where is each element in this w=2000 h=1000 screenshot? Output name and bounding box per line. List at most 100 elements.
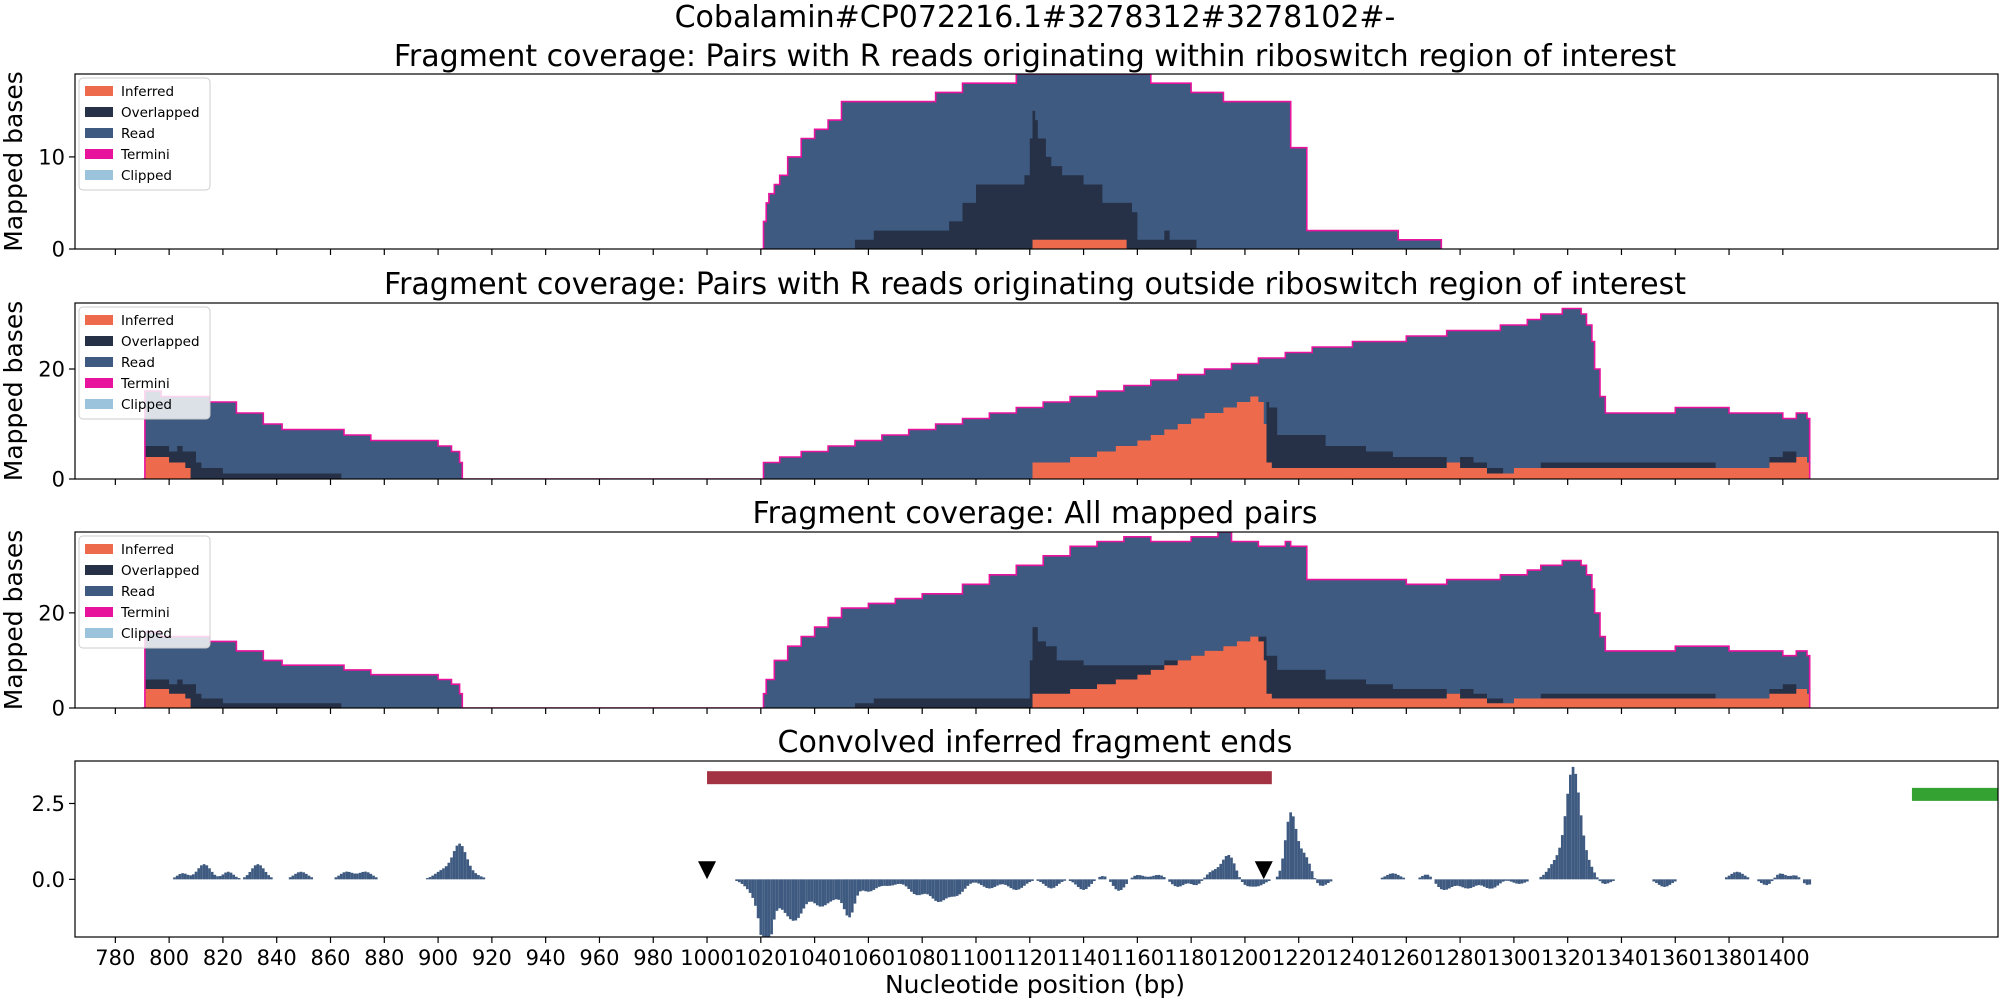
conv-bar: [764, 879, 768, 937]
legend-label: Inferred: [121, 542, 174, 558]
conv-bar: [431, 875, 435, 880]
series-overlapped: [142, 627, 1810, 708]
conv-bar: [781, 879, 784, 910]
conv-bar: [288, 877, 292, 880]
legend-label: Termini: [120, 376, 170, 392]
conv-bar: [1789, 875, 1793, 880]
conv-bar: [1235, 870, 1239, 880]
conv-bar: [1117, 879, 1120, 891]
y-tick-label: 0: [52, 468, 65, 492]
conv-bar: [1310, 871, 1314, 880]
conv-bar: [200, 865, 203, 880]
conv-bar: [988, 879, 991, 889]
conv-bar: [802, 879, 806, 909]
conv-bar: [1418, 877, 1422, 880]
conv-bar: [1119, 879, 1123, 891]
conv-bar: [261, 868, 265, 880]
conv-bar: [1523, 879, 1526, 883]
conv-bar: [1461, 879, 1465, 888]
conv-bar: [197, 868, 201, 880]
conv-bar: [1493, 879, 1497, 888]
y-tick-label: 0: [52, 697, 65, 721]
conv-bar: [1587, 859, 1591, 880]
conv-bar: [1321, 879, 1325, 886]
conv-bar: [829, 879, 833, 902]
panel-1: Fragment coverage: Pairs with R reads or…: [0, 39, 1999, 262]
conv-bar: [1329, 879, 1333, 882]
conv-bar: [1437, 879, 1440, 888]
conv-bar: [1138, 875, 1142, 880]
conv-bar: [807, 879, 811, 902]
conv-bar: [1525, 879, 1529, 882]
conv-bar: [759, 879, 763, 935]
x-tick-label: 1320: [1541, 946, 1594, 970]
conv-bar: [767, 879, 771, 937]
conv-bar: [1079, 879, 1083, 890]
series-read: [142, 308, 1810, 479]
conv-bar: [347, 871, 351, 880]
conv-bar: [931, 879, 935, 899]
conv-bar: [1480, 879, 1483, 886]
legend-swatch-overlapped: [85, 107, 113, 117]
riboswitch-range-bar: [707, 771, 1272, 785]
conv-bar: [1308, 863, 1311, 880]
conv-bar: [1655, 879, 1658, 884]
conv-bar: [786, 879, 790, 917]
conv-bar: [907, 879, 911, 889]
conv-bar: [934, 879, 937, 901]
x-axis-label: Nucleotide position (bp): [885, 970, 1185, 999]
conv-bar: [883, 879, 886, 886]
conv-bar: [1738, 872, 1742, 880]
series-inferred: [142, 636, 1810, 708]
conv-bar: [993, 879, 997, 887]
conv-bar: [307, 875, 311, 880]
conv-bar: [1240, 879, 1244, 882]
conv-bar: [1509, 879, 1513, 882]
x-tick-label: 1120: [1003, 946, 1056, 970]
conv-bar: [1052, 879, 1056, 888]
conv-bar: [1133, 875, 1137, 880]
conv-bar: [1162, 877, 1166, 880]
conv-bar: [248, 871, 252, 880]
x-tick-label: 1080: [895, 946, 948, 970]
conv-bar: [775, 879, 779, 911]
conv-bar: [799, 879, 803, 914]
conv-bar: [208, 868, 211, 880]
conv-bar: [1485, 879, 1489, 888]
conv-bar: [1725, 877, 1728, 880]
conv-bar: [1292, 816, 1295, 880]
legend-swatch-read: [85, 357, 113, 367]
x-tick-label: 1140: [1057, 946, 1110, 970]
conv-bar: [1297, 841, 1301, 880]
x-tick-label: 1100: [949, 946, 1002, 970]
conv-bar: [1068, 879, 1072, 881]
conv-bar: [1248, 879, 1252, 887]
conv-bar: [1450, 879, 1454, 888]
conv-bar: [361, 871, 365, 880]
conv-bar: [1090, 879, 1093, 884]
conv-bar: [810, 879, 814, 902]
conv-bar: [1219, 863, 1223, 880]
conv-bar: [350, 872, 354, 880]
legend-label: Termini: [120, 147, 170, 163]
conv-bar: [1216, 867, 1220, 880]
conv-bar: [918, 879, 921, 896]
conv-bar: [213, 874, 217, 880]
conv-bar: [1770, 879, 1774, 882]
conv-bar: [1668, 879, 1672, 885]
conv-bar: [1076, 879, 1080, 888]
conv-bar: [444, 866, 448, 880]
plot-area: [142, 532, 1811, 708]
conv-bar: [1585, 850, 1588, 880]
conv-bar: [996, 879, 999, 886]
x-tick-label: 1020: [734, 946, 787, 970]
conv-bar: [977, 879, 981, 884]
conv-bar: [1550, 864, 1553, 880]
conv-bar: [1146, 876, 1150, 880]
conv-bar: [1001, 879, 1005, 885]
x-tick-label: 1280: [1433, 946, 1486, 970]
conv-bar: [1563, 816, 1567, 880]
conv-bar: [746, 879, 749, 890]
conv-bar: [1238, 877, 1241, 880]
conv-bar: [1041, 879, 1045, 884]
